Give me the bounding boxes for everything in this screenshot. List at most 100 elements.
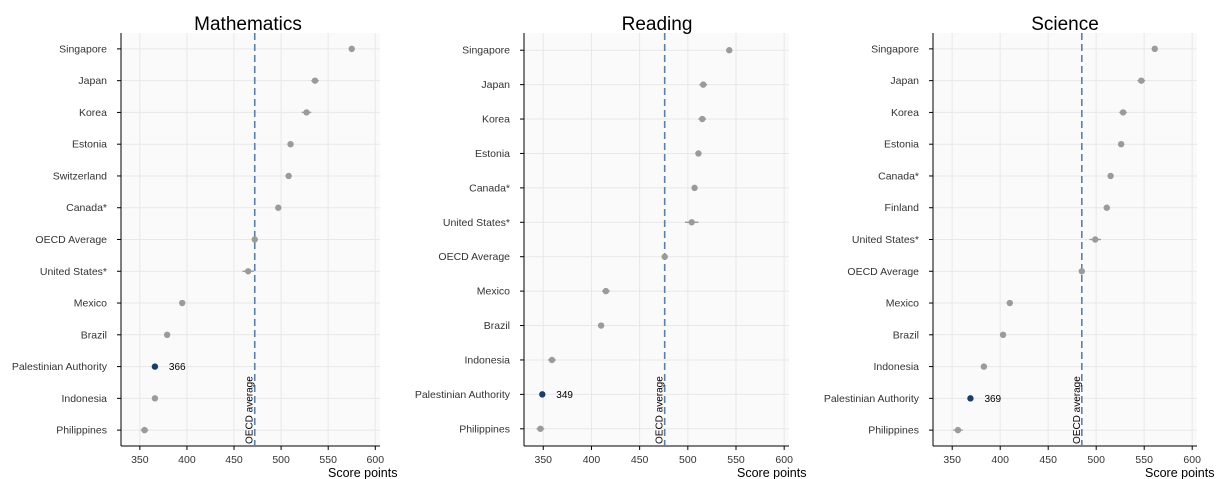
- data-point-oecd-average: [661, 253, 668, 260]
- category-label: Mexico: [886, 298, 919, 310]
- panel-science: Science Singapore Japan Korea Estonia Canada*…: [824, 14, 1215, 479]
- x-tick-label: 350: [535, 454, 553, 466]
- data-point-singapore: [726, 47, 733, 54]
- category-label: Canada*: [66, 202, 107, 214]
- data-point-japan: [700, 81, 707, 88]
- category-label: Korea: [79, 107, 107, 119]
- panel-title: Reading: [622, 14, 693, 35]
- x-tick-label: 400: [583, 454, 601, 466]
- category-label: Singapore: [59, 43, 107, 55]
- category-label: United States*: [852, 234, 919, 246]
- data-point-palestinian-authority: [539, 391, 546, 398]
- category-label: Estonia: [884, 139, 919, 151]
- category-label: Switzerland: [53, 170, 107, 182]
- data-point-philippines: [954, 426, 962, 434]
- category-label: Japan: [481, 79, 510, 91]
- data-point-mexico: [602, 287, 610, 295]
- data-point-switzerland: [285, 172, 292, 180]
- data-point-united-states: [244, 268, 252, 275]
- data-point-brazil: [597, 322, 605, 329]
- data-point-estonia: [1117, 140, 1125, 148]
- panel-title: Science: [1031, 14, 1099, 35]
- category-label: Palestinian Authority: [824, 393, 920, 405]
- category-label: OECD Average: [35, 234, 107, 246]
- data-point-philippines: [141, 426, 148, 434]
- x-tick-label: 600: [1183, 454, 1201, 466]
- data-point-palestinian-authority: [151, 363, 159, 370]
- data-point-japan: [311, 77, 319, 84]
- x-tick-label: 500: [1087, 454, 1105, 466]
- x-tick-label: 600: [367, 454, 385, 466]
- data-point-oecd-average: [251, 236, 258, 243]
- category-label: United States*: [40, 266, 107, 278]
- category-label: Korea: [891, 107, 919, 119]
- category-label: Indonesia: [61, 393, 107, 405]
- x-axis-title: Score points: [328, 466, 397, 479]
- x-tick-label: 600: [775, 454, 793, 466]
- category-label: Mexico: [477, 286, 510, 298]
- x-tick-label: 450: [225, 454, 243, 466]
- highlight-value-label: 369: [984, 394, 1001, 405]
- data-point-palestinian-authority: [967, 395, 974, 402]
- panel-mathematics: Mathematics Singapore Japan Korea Estonia Swi…: [12, 14, 398, 479]
- highlight-value-label: 349: [556, 390, 573, 401]
- plot-area: [524, 33, 789, 446]
- category-label: Brazil: [81, 329, 107, 341]
- highlight-value-label: 366: [169, 362, 186, 373]
- category-label: United States*: [443, 217, 510, 229]
- panel-reading: Reading Singapore Japan Korea Estonia Canada*…: [415, 14, 807, 479]
- data-point-united-states: [688, 219, 695, 226]
- data-point-indonesia: [151, 395, 159, 402]
- data-point-oecd-average: [1078, 268, 1086, 275]
- category-label: Palestinian Authority: [12, 361, 108, 373]
- data-point-united-states: [1092, 236, 1099, 243]
- category-label: Japan: [78, 75, 107, 87]
- category-label: Indonesia: [873, 361, 919, 373]
- x-tick-label: 350: [943, 454, 961, 466]
- category-label: OECD Average: [438, 251, 510, 263]
- x-tick-label: 450: [631, 454, 649, 466]
- category-label: Singapore: [871, 43, 919, 55]
- category-label: Indonesia: [464, 354, 510, 366]
- data-point-philippines: [537, 425, 544, 432]
- x-tick-label: 400: [991, 454, 1009, 466]
- x-tick-label: 450: [1039, 454, 1057, 466]
- data-point-korea: [303, 109, 310, 116]
- data-point-indonesia: [980, 363, 988, 370]
- category-label: Brazil: [893, 329, 919, 341]
- x-tick-label: 350: [131, 454, 149, 466]
- panel-title: Mathematics: [194, 14, 302, 35]
- oecd-average-label: OECD average: [1072, 376, 1083, 444]
- x-tick-label: 550: [1135, 454, 1153, 466]
- category-label: Estonia: [475, 148, 510, 160]
- data-point-canada: [1107, 172, 1114, 180]
- x-axis-title: Score points: [737, 466, 806, 479]
- category-label: Canada*: [878, 170, 919, 182]
- data-point-singapore: [1151, 45, 1158, 53]
- oecd-average-label: OECD average: [245, 376, 256, 444]
- category-label: OECD Average: [847, 266, 919, 278]
- data-point-estonia: [287, 140, 294, 148]
- x-tick-label: 550: [319, 454, 337, 466]
- category-label: Palestinian Authority: [415, 389, 511, 401]
- category-label: Philippines: [56, 425, 107, 437]
- data-point-mexico: [1006, 299, 1013, 307]
- category-label: Estonia: [72, 139, 107, 151]
- data-point-estonia: [695, 150, 702, 157]
- data-point-canada: [275, 204, 282, 211]
- category-label: Singapore: [462, 45, 510, 57]
- data-point-finland: [1103, 204, 1110, 211]
- category-label: Canada*: [469, 182, 510, 194]
- data-point-brazil: [163, 331, 171, 339]
- data-point-indonesia: [548, 356, 556, 364]
- x-tick-label: 500: [679, 454, 697, 466]
- data-point-singapore: [348, 45, 355, 53]
- data-point-japan: [1138, 77, 1145, 84]
- x-tick-label: 500: [272, 454, 290, 466]
- category-label: Korea: [482, 114, 510, 126]
- category-label: Philippines: [868, 425, 919, 437]
- x-axis-title: Score points: [1145, 466, 1214, 479]
- category-label: Brazil: [484, 320, 510, 332]
- data-point-korea: [699, 115, 706, 123]
